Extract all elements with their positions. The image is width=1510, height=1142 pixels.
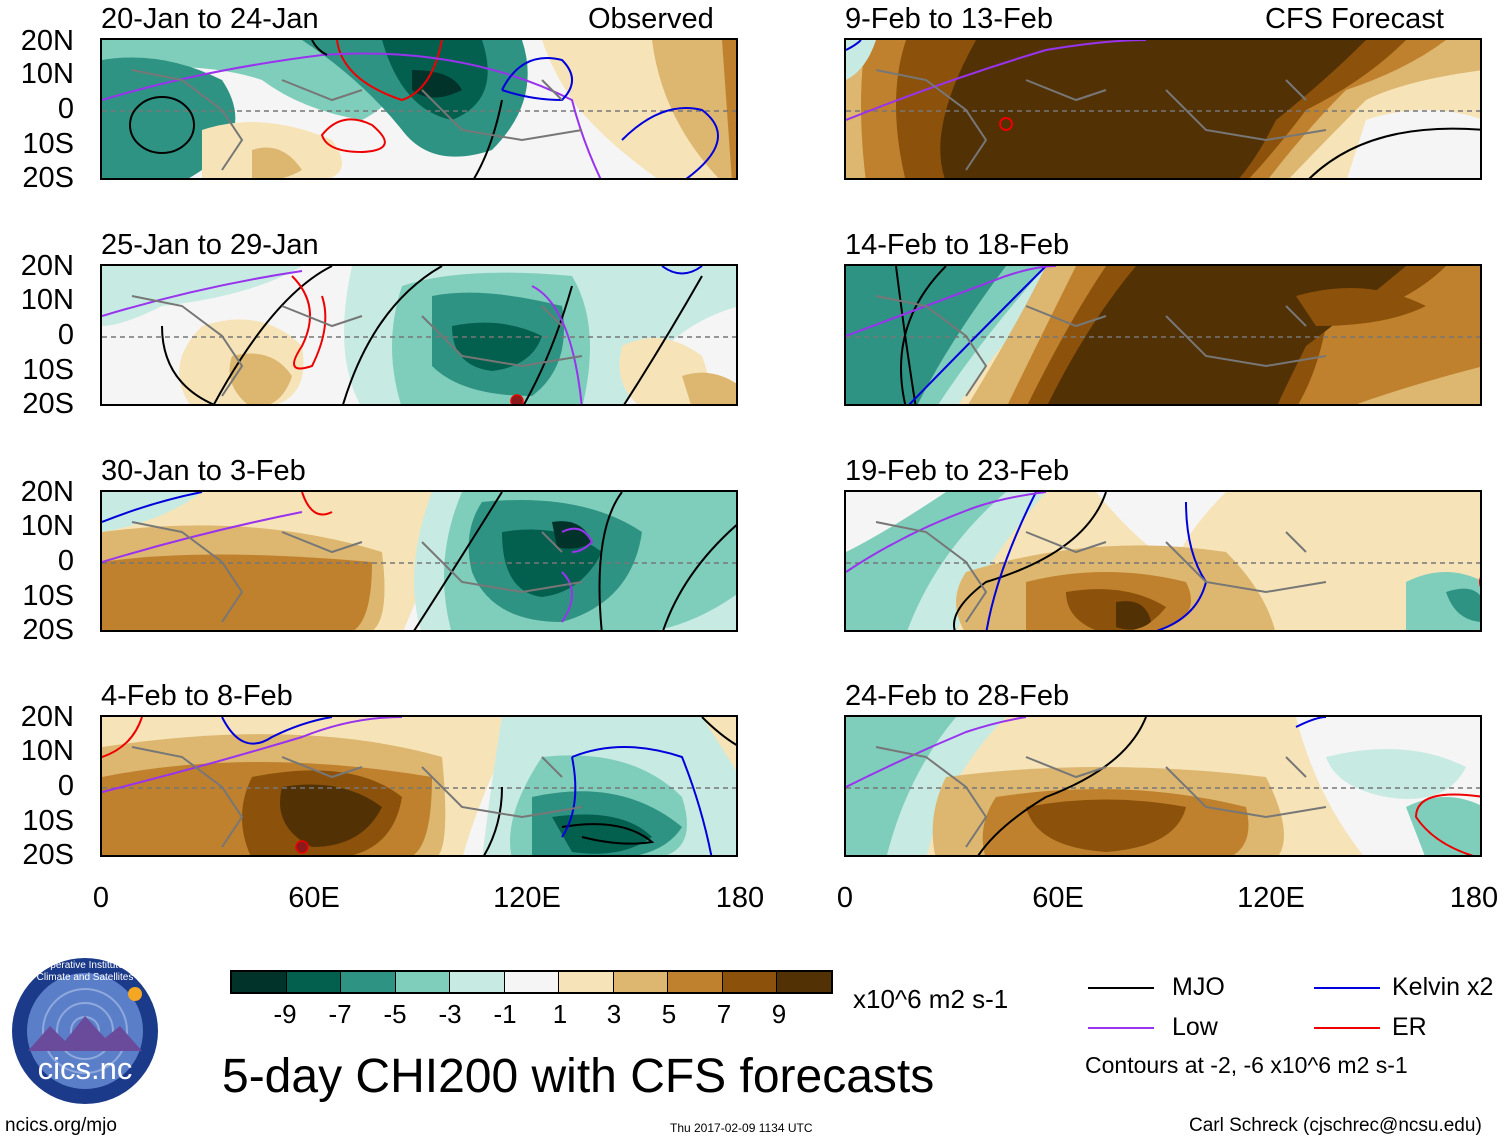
lat-label: 10N [20, 58, 74, 90]
lon-label: 120E [1237, 882, 1305, 914]
colorbar-label: 9 [771, 999, 787, 1029]
lat-label: 20S [22, 839, 74, 871]
map-panel-obs-2 [100, 264, 738, 406]
colorbar-label: 7 [716, 999, 732, 1029]
panel-title-fcst-2: 14-Feb to 18-Feb [845, 229, 1070, 261]
lon-label: 0 [836, 882, 854, 914]
panel-title-obs-1: 20-Jan to 24-Jan [101, 3, 319, 35]
lat-label: 10N [20, 735, 74, 767]
colorbar-units: x10^6 m2 s-1 [853, 984, 1009, 1014]
lon-label: 180 [1449, 882, 1499, 914]
panel-title-obs-4: 4-Feb to 8-Feb [101, 680, 293, 712]
footer-url[interactable]: ncics.org/mjo [5, 1115, 117, 1136]
colorbar-label: 3 [606, 999, 622, 1029]
panel-title-fcst-4: 24-Feb to 28-Feb [845, 680, 1070, 712]
lat-label: 20S [22, 162, 74, 194]
colorbar-swatch [558, 972, 613, 992]
colorbar-swatch [776, 972, 832, 992]
legend-low-line [1088, 1027, 1154, 1029]
lat-label: 20S [22, 614, 74, 646]
colorbar-swatch [612, 972, 668, 992]
lat-label: 20N [20, 701, 74, 733]
lat-label: 10N [20, 284, 74, 316]
lon-label: 0 [92, 882, 110, 914]
colorbar-label: -3 [438, 999, 462, 1029]
lat-label: 10S [22, 128, 74, 160]
page-title: 5-day CHI200 with CFS forecasts [222, 1050, 935, 1103]
colorbar-swatch [340, 972, 395, 992]
colorbar-swatch [394, 972, 450, 992]
lat-label: 0 [57, 93, 74, 125]
lat-label: 10N [20, 510, 74, 542]
panel-title-fcst-3: 19-Feb to 23-Feb [845, 455, 1070, 487]
map-panel-obs-1 [100, 38, 738, 180]
lon-label: 120E [493, 882, 561, 914]
forecast-label: CFS Forecast [1265, 3, 1444, 35]
legend-kelvin-label: Kelvin x2 [1392, 973, 1494, 1001]
lat-label: 10S [22, 805, 74, 837]
panel-title-obs-3: 30-Jan to 3-Feb [101, 455, 306, 487]
lat-label: 0 [57, 545, 74, 577]
legend-kelvin-line [1314, 987, 1380, 989]
legend-low-label: Low [1172, 1013, 1218, 1041]
lon-label: 60E [288, 882, 340, 914]
lat-label: 20S [22, 388, 74, 420]
colorbar-label: -1 [493, 999, 517, 1029]
cics-logo: cics.nc Cooperative Institute for Climat… [10, 956, 160, 1106]
colorbar [230, 970, 833, 994]
legend-contours-note: Contours at -2, -6 x10^6 m2 s-1 [1085, 1052, 1408, 1078]
map-panel-fcst-2 [844, 264, 1482, 406]
lat-label: 20N [20, 25, 74, 57]
legend-mjo-label: MJO [1172, 973, 1225, 1001]
legend-er-line [1314, 1027, 1380, 1029]
observed-label: Observed [588, 3, 714, 35]
lat-label: 10S [22, 354, 74, 386]
map-panel-fcst-1 [844, 38, 1482, 180]
panel-title-obs-2: 25-Jan to 29-Jan [101, 229, 319, 261]
legend-mjo-line [1088, 987, 1154, 989]
footer-author: Carl Schreck (cjschrec@ncsu.edu) [1189, 1115, 1482, 1136]
lat-label: 20N [20, 250, 74, 282]
panel-title-fcst-1: 9-Feb to 13-Feb [845, 3, 1053, 35]
footer-timestamp: Thu 2017-02-09 1134 UTC [670, 1121, 813, 1135]
colorbar-label: 5 [661, 999, 677, 1029]
logo-ring-text: Cooperative Institute for Climate and Sa… [31, 960, 139, 983]
map-panel-obs-4 [100, 715, 738, 857]
map-panel-fcst-4 [844, 715, 1482, 857]
colorbar-label: 1 [552, 999, 568, 1029]
colorbar-label: -9 [273, 999, 297, 1029]
colorbar-swatch [503, 972, 559, 992]
lat-label: 10S [22, 580, 74, 612]
colorbar-swatch [449, 972, 504, 992]
lat-label: 20N [20, 476, 74, 508]
lat-label: 0 [57, 770, 74, 802]
colorbar-swatch [721, 972, 777, 992]
logo-text: cics.nc [37, 1051, 133, 1086]
lon-label: 60E [1032, 882, 1084, 914]
colorbar-label: -5 [383, 999, 407, 1029]
colorbar-swatch [232, 972, 286, 992]
legend-er-label: ER [1392, 1013, 1427, 1041]
colorbar-swatch [285, 972, 341, 992]
map-panel-obs-3 [100, 490, 738, 632]
map-panel-fcst-3 [844, 490, 1482, 632]
colorbar-label: -7 [328, 999, 352, 1029]
lon-label: 180 [715, 882, 765, 914]
colorbar-swatch [667, 972, 722, 992]
lat-label: 0 [57, 319, 74, 351]
